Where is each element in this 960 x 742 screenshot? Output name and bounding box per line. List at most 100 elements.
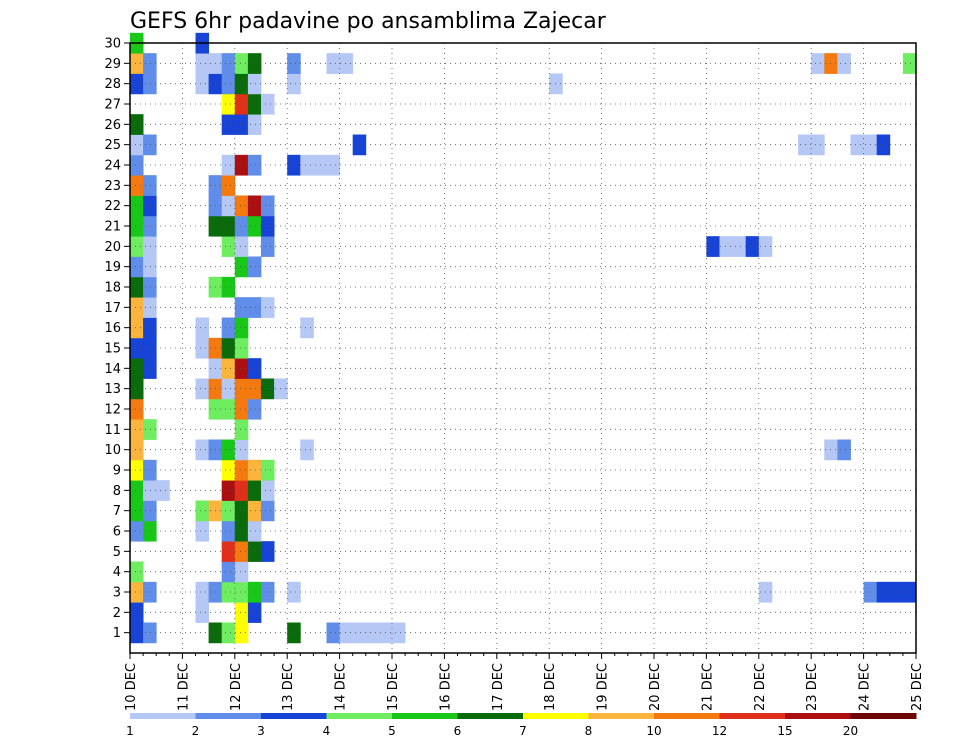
y-tick-label: 11: [104, 423, 121, 438]
heatmap-cell: [339, 622, 354, 644]
heatmap-cell: [221, 581, 236, 603]
heatmap-cell: [143, 520, 157, 542]
heatmap-cell: [326, 622, 340, 644]
heatmap-cell: [837, 439, 851, 461]
heatmap-cell: [261, 297, 275, 318]
heatmap-cell: [221, 73, 236, 95]
colorbar-label: 2: [192, 724, 200, 738]
heatmap-cell: [234, 358, 249, 379]
heatmap-cell: [247, 154, 262, 176]
colorbar-label: 20: [843, 724, 858, 738]
heatmap-cell: [130, 256, 144, 278]
heatmap-cell: [247, 602, 262, 623]
heatmap-cell: [130, 459, 144, 481]
heatmap-cell: [195, 317, 209, 339]
heatmap-cell: [234, 500, 249, 522]
heatmap-cell: [234, 195, 249, 217]
heatmap-cell: [247, 195, 262, 217]
colorbar-label: 6: [454, 724, 462, 738]
heatmap-cell: [143, 500, 157, 522]
heatmap-cell: [221, 276, 236, 298]
heatmap-cell: [234, 378, 249, 400]
x-tick-label: 21 DEC: [700, 663, 715, 711]
heatmap-cell: [247, 500, 262, 522]
heatmap-cell: [247, 520, 262, 542]
y-tick-label: 27: [104, 98, 121, 113]
heatmap-cell: [234, 73, 249, 95]
y-tick-label: 16: [104, 321, 121, 336]
heatmap-cell: [811, 134, 825, 156]
y-tick-label: 12: [104, 403, 121, 418]
heatmap-cell: [365, 622, 380, 644]
heatmap-cell: [195, 500, 209, 522]
heatmap-cell: [195, 73, 209, 95]
heatmap-cell: [261, 378, 275, 400]
x-tick-label: 22 DEC: [753, 663, 768, 711]
heatmap-cell: [261, 581, 275, 603]
heatmap-cell: [130, 195, 144, 217]
y-tick-label: 20: [104, 240, 121, 255]
heatmap-cell: [221, 215, 236, 237]
heatmap-cell: [300, 439, 314, 461]
heatmap-cell: [221, 398, 236, 420]
y-tick-label: 7: [113, 504, 121, 519]
heatmap-cell: [234, 622, 249, 644]
heatmap-cell: [234, 53, 249, 74]
colorbar-swatch: [326, 713, 393, 719]
heatmap-cell: [261, 93, 275, 115]
heatmap-cell: [247, 297, 262, 318]
heatmap-cell: [745, 236, 760, 257]
colorbar-swatch: [195, 713, 262, 719]
colorbar-swatch: [130, 713, 196, 719]
heatmap-cell: [221, 317, 236, 339]
x-tick-label: 15 DEC: [386, 663, 401, 711]
x-tick-label: 14 DEC: [334, 663, 349, 711]
heatmap-cell: [234, 236, 249, 257]
heatmap-cell: [247, 256, 262, 278]
heatmap-cell: [902, 581, 917, 603]
heatmap-cell: [261, 215, 275, 237]
heatmap-cell: [221, 337, 236, 359]
heatmap-cell: [221, 622, 236, 644]
x-tick-label: 24 DEC: [858, 663, 873, 711]
heatmap-cell: [287, 622, 301, 644]
y-tick-label: 3: [113, 586, 121, 601]
colorbar-swatch: [588, 713, 655, 719]
heatmap-cell: [234, 439, 249, 461]
heatmap-cell: [234, 215, 249, 237]
colorbar-label: 7: [519, 724, 527, 738]
heatmap-cell: [798, 134, 812, 156]
heatmap-cell: [221, 53, 236, 74]
heatmap-cell: [221, 378, 236, 400]
heatmap-cell: [130, 378, 144, 400]
y-tick-label: 17: [104, 301, 121, 316]
grid-lines: [130, 42, 916, 653]
colorbar-label: 10: [646, 724, 661, 738]
y-tick-label: 21: [104, 220, 121, 235]
heatmap-cell: [234, 602, 249, 623]
y-tick-label: 28: [104, 77, 121, 92]
heatmap-cell: [130, 154, 144, 176]
heatmap-cell: [261, 480, 275, 501]
heatmap-cell: [130, 398, 144, 420]
x-tick-label: 12 DEC: [229, 663, 244, 711]
colorbar-swatch: [785, 713, 851, 719]
heatmap-cell: [352, 622, 367, 644]
heatmap-cell: [221, 459, 236, 481]
heatmap-cell: [143, 581, 157, 603]
heatmap-cell: [130, 317, 144, 339]
heatmap-cell: [143, 236, 157, 257]
y-tick-label: 9: [113, 464, 121, 479]
heatmap-cell: [130, 622, 144, 644]
heatmap-cell: [234, 114, 249, 135]
heatmap-cell: [221, 480, 236, 501]
colorbar-label: 8: [585, 724, 593, 738]
heatmap-cell: [719, 236, 733, 257]
heatmap-cell: [143, 459, 157, 481]
heatmap-cell: [339, 53, 354, 74]
heatmap-cell: [143, 175, 157, 196]
heatmap-cell: [876, 581, 891, 603]
heatmap-cell: [143, 215, 157, 237]
heatmap-cell: [221, 541, 236, 562]
heatmap-cell: [247, 581, 262, 603]
